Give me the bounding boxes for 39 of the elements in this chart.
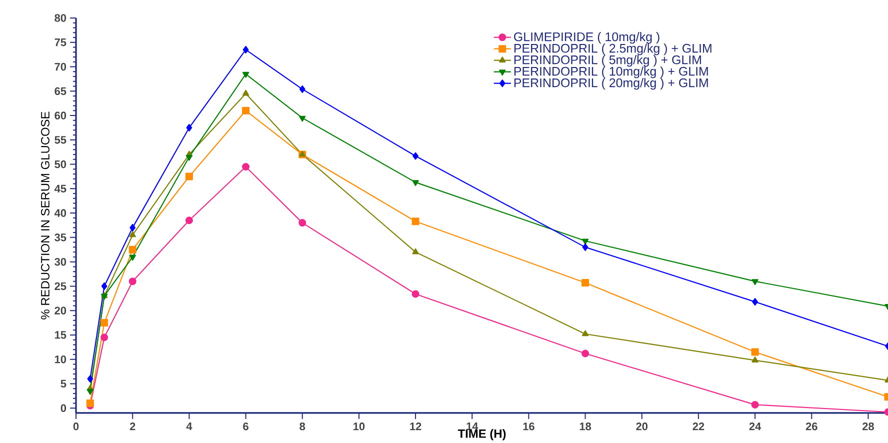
legend-label: PERINDOPRIL ( 5mg/kg ) + GLIM [514, 55, 701, 67]
x-tick-label: 26 [806, 422, 818, 430]
x-tick-label: 16 [523, 422, 534, 430]
y-tick-label: 10 [54, 355, 66, 364]
x-tick-label: 28 [862, 422, 874, 430]
y-tick-label: 25 [54, 282, 66, 290]
y-tick-label: 50 [54, 160, 66, 168]
x-tick-label: 12 [410, 422, 422, 430]
x-tick-label: 0 [73, 422, 79, 430]
x-tick-label: 18 [580, 422, 592, 430]
y-tick-label: 30 [54, 258, 66, 266]
y-tick-label: 0 [60, 404, 66, 412]
y-tick-label: 45 [54, 184, 66, 192]
y-tick-label: 65 [54, 87, 66, 96]
x-tick-label: 4 [186, 422, 192, 430]
y-tick-label: 5 [60, 380, 66, 388]
y-axis-title: % REDUCTION IN SERUM GLUCOSE [41, 112, 50, 320]
x-tick-label: 10 [354, 422, 365, 430]
x-tick-label: 22 [692, 422, 704, 430]
legend-label: PERINDOPRIL ( 2.5mg/kg ) + GLIM [514, 44, 712, 56]
y-tick-label: 60 [54, 112, 66, 120]
x-tick-label: 8 [300, 422, 306, 430]
y-tick-label: 40 [54, 209, 66, 217]
y-tick-label: 80 [54, 14, 66, 22]
legend-label: GLIMEPIRIDE ( 10mg/kg ) [514, 32, 660, 44]
y-tick-label: 55 [54, 136, 66, 144]
x-tick-label: 20 [636, 422, 648, 430]
y-tick-label: 70 [54, 62, 66, 71]
x-tick-label: 24 [749, 422, 762, 430]
x-tick-label: 2 [130, 422, 136, 430]
y-tick-label: 20 [54, 306, 66, 314]
legend-label: PERINDOPRIL ( 20mg/kg ) + GLIM [514, 78, 708, 90]
x-tick-label: 14 [466, 422, 478, 430]
y-tick-label: 75 [54, 38, 66, 46]
y-tick-label: 15 [54, 331, 66, 339]
x-tick-label: 6 [243, 422, 248, 430]
x-axis-title: TIME (H) [458, 429, 506, 440]
y-tick-label: 35 [54, 234, 66, 242]
legend-label: PERINDOPRIL ( 10mg/kg ) + GLIM [514, 66, 708, 78]
